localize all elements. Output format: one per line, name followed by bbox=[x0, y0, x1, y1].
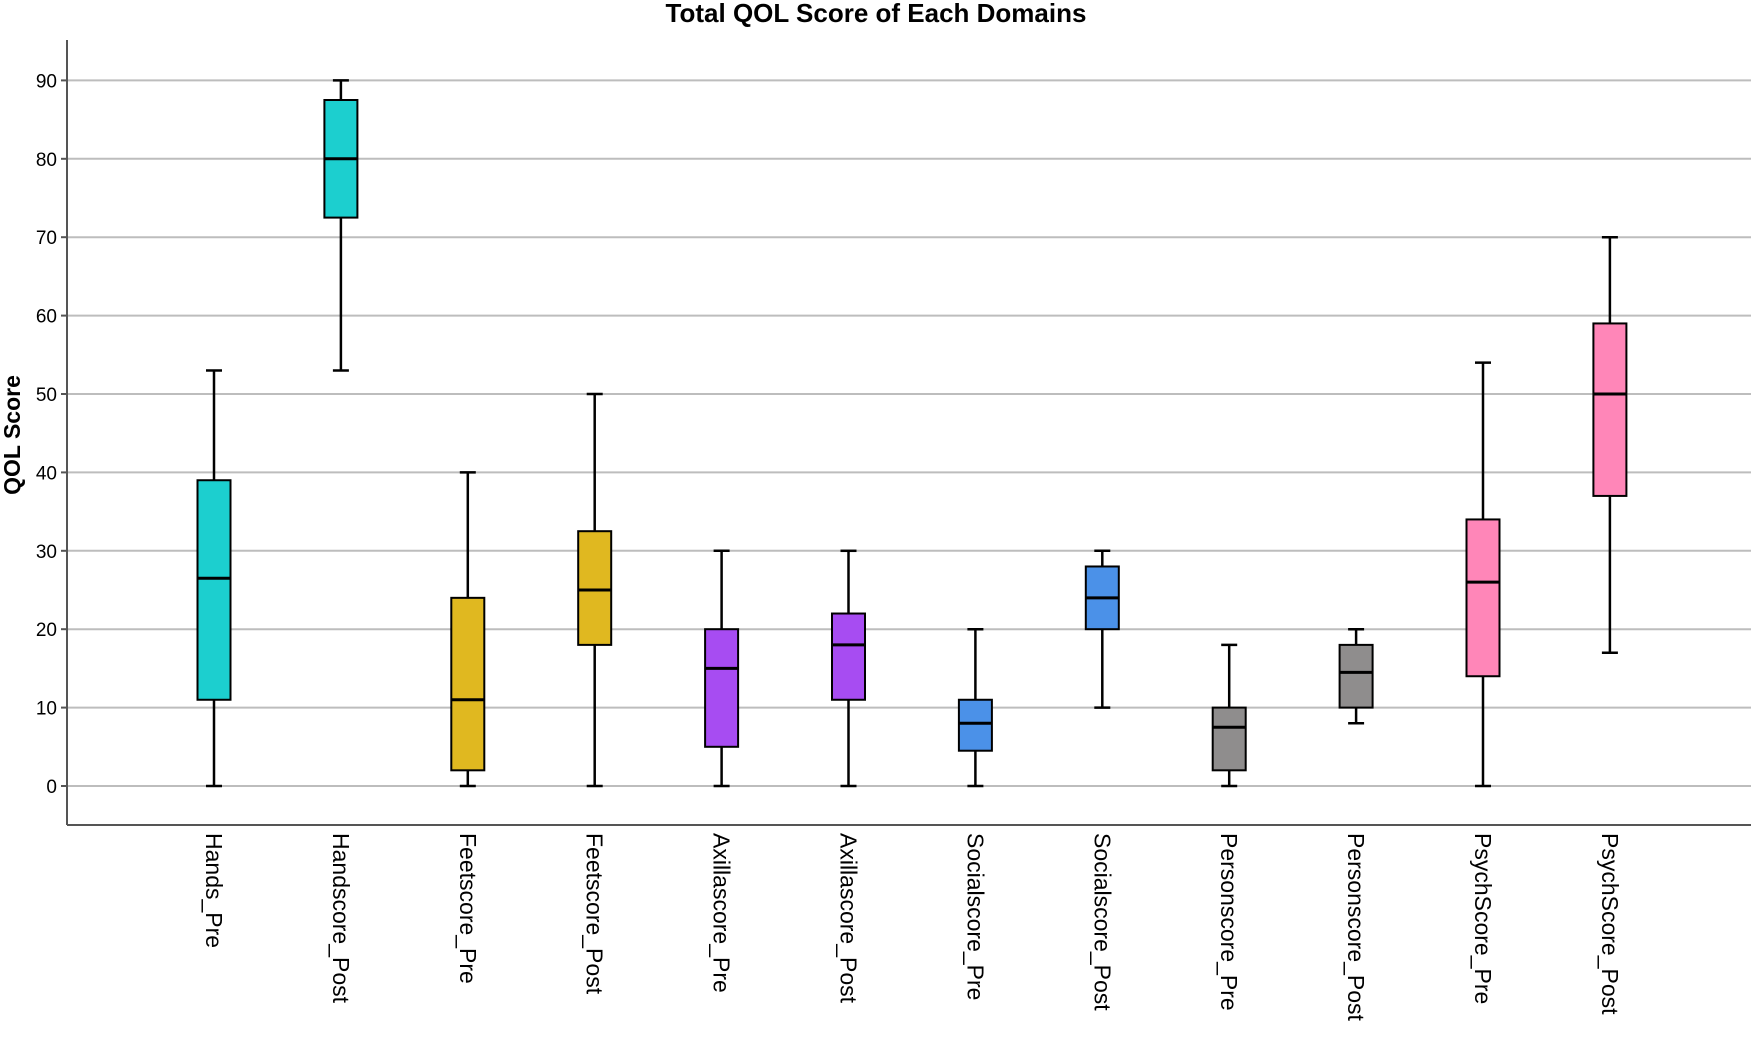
box-series bbox=[196, 79, 1628, 788]
x-category-label: Socialscore_Post bbox=[1089, 833, 1115, 1011]
y-axis-title: QOL Score bbox=[0, 375, 25, 495]
y-tick-label: 40 bbox=[36, 463, 57, 484]
box-psychscore-post bbox=[1592, 235, 1628, 654]
y-tick-label: 70 bbox=[36, 228, 57, 249]
y-tick-label: 80 bbox=[36, 150, 57, 171]
x-category-label: PsychScore_Pre bbox=[1470, 833, 1496, 1004]
iqr-box bbox=[450, 596, 486, 772]
gridlines bbox=[67, 79, 1751, 787]
box-hands-pre bbox=[196, 369, 232, 788]
box-psychscore-pre bbox=[1465, 361, 1501, 788]
box-socialscore-pre bbox=[957, 627, 993, 788]
x-category-label: Handscore_Post bbox=[328, 833, 354, 1004]
iqr-box bbox=[1338, 643, 1374, 709]
iqr-box bbox=[957, 698, 993, 752]
iqr-box bbox=[1211, 706, 1247, 772]
box-socialscore-post bbox=[1084, 549, 1120, 709]
x-category-label: Personscore_Pre bbox=[1216, 833, 1242, 1011]
iqr-box bbox=[831, 612, 866, 701]
box-handscore-post bbox=[323, 79, 359, 372]
y-tick-label: 10 bbox=[36, 699, 57, 720]
x-category-label: Hands_Pre bbox=[201, 833, 227, 948]
box-personscore-pre bbox=[1211, 643, 1247, 788]
box-axillascore-pre bbox=[704, 549, 740, 788]
x-category-label: Feetscore_Pre bbox=[455, 833, 481, 984]
y-tick-label: 90 bbox=[36, 71, 57, 92]
x-category-label: Personscore_Post bbox=[1343, 833, 1369, 1022]
y-tick-label: 60 bbox=[36, 307, 57, 328]
y-tick-label: 0 bbox=[46, 777, 57, 798]
x-category-label: Socialscore_Pre bbox=[962, 833, 988, 1000]
y-tick-label: 50 bbox=[36, 385, 57, 406]
iqr-box bbox=[196, 479, 232, 701]
iqr-box bbox=[704, 628, 740, 748]
box-axillascore-post bbox=[831, 549, 866, 788]
box-feetscore-pre bbox=[450, 471, 486, 788]
y-axis-ticks: 0 10 20 30 40 50 60 70 80 90 bbox=[36, 71, 67, 798]
x-category-label: Feetscore_Post bbox=[582, 833, 608, 995]
y-tick-label: 30 bbox=[36, 542, 57, 563]
x-category-label: PsychScore_Post bbox=[1597, 833, 1623, 1015]
x-category-label: Axillascore_Post bbox=[836, 833, 862, 1004]
iqr-box bbox=[1592, 322, 1628, 497]
chart-title: Total QOL Score of Each Domains bbox=[666, 0, 1087, 28]
iqr-box bbox=[1465, 518, 1501, 678]
box-personscore-post bbox=[1338, 627, 1374, 725]
box-feetscore-post bbox=[577, 392, 613, 788]
y-tick-label: 20 bbox=[36, 620, 57, 641]
iqr-box bbox=[577, 530, 613, 646]
x-category-label: Axillascore_Pre bbox=[709, 833, 735, 993]
x-axis-labels: Hands_Pre Handscore_Post Feetscore_Pre Feet… bbox=[201, 833, 1623, 1022]
